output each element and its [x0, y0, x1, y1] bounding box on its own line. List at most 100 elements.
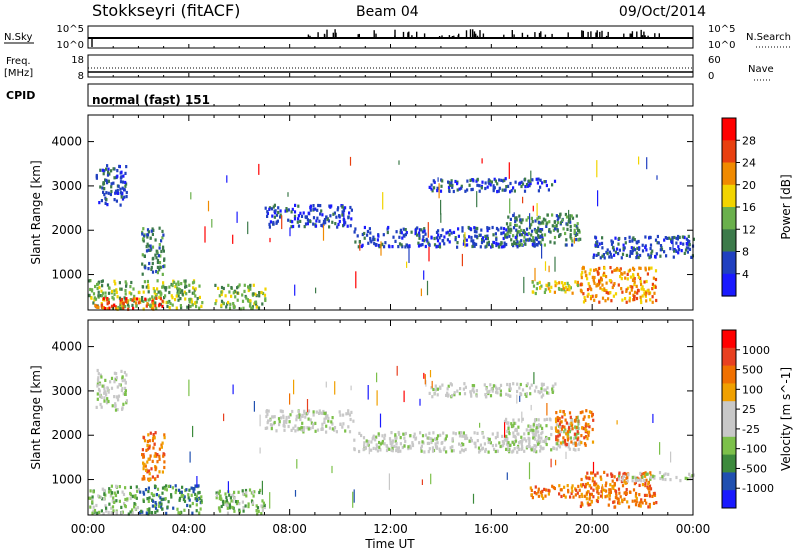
data-cell: [470, 188, 473, 192]
data-cell: [587, 415, 591, 419]
data-cell: [588, 425, 591, 429]
data-cell: [261, 499, 264, 503]
data-cell: [638, 266, 641, 270]
data-cell: [185, 488, 188, 492]
data-cell: [309, 418, 312, 422]
data-cell: [150, 511, 154, 515]
data-cell: [363, 441, 366, 445]
data-cell: [104, 295, 107, 299]
data-cell: [543, 233, 547, 237]
data-cell: [482, 239, 485, 243]
data-cell: [431, 449, 435, 453]
data-cell: [681, 235, 684, 239]
data-cell: [187, 493, 190, 497]
data-cell: [517, 425, 520, 429]
data-cell: [450, 181, 453, 185]
data-cell: [552, 486, 555, 490]
data-cell: [478, 184, 481, 188]
noise-mark: [380, 241, 382, 256]
data-cell: [107, 179, 110, 183]
data-cell: [526, 445, 529, 449]
data-cell: [159, 496, 162, 500]
data-cell: [88, 279, 91, 283]
data-cell: [97, 290, 100, 294]
data-cell: [221, 499, 225, 503]
data-cell: [553, 224, 556, 228]
data-cell: [652, 501, 656, 505]
data-cell: [148, 446, 151, 450]
data-cell: [470, 439, 473, 443]
data-cell: [299, 416, 302, 420]
data-cell: [107, 170, 110, 174]
data-cell: [152, 446, 155, 450]
data-cell: [101, 497, 104, 501]
data-cell: [547, 492, 550, 496]
data-cell: [626, 277, 629, 281]
data-cell: [414, 228, 417, 232]
data-cell: [568, 430, 571, 434]
data-cell: [403, 436, 406, 440]
data-cell: [336, 208, 339, 212]
data-cell: [624, 297, 627, 301]
data-cell: [247, 286, 250, 290]
data-cell: [155, 269, 158, 274]
data-cell: [180, 282, 183, 286]
data-cell: [112, 509, 115, 513]
data-cell: [107, 291, 111, 295]
data-cell: [282, 414, 285, 418]
data-cell: [460, 431, 463, 435]
data-cell: [362, 448, 365, 452]
data-cell: [453, 391, 456, 395]
data-cell: [531, 220, 534, 224]
data-cell: [245, 494, 248, 498]
data-cell: [283, 419, 286, 423]
data-cell: [103, 387, 106, 391]
data-cell: [582, 300, 586, 304]
data-cell: [185, 292, 188, 296]
data-cell: [104, 201, 107, 205]
data-cell: [171, 486, 174, 490]
data-cell: [174, 484, 177, 488]
colorbar-segment: [722, 118, 736, 141]
data-cell: [610, 255, 613, 259]
data-cell: [120, 505, 123, 509]
data-cell: [534, 236, 537, 240]
data-cell: [601, 254, 604, 258]
colorbar-segment: [722, 184, 736, 208]
data-cell: [129, 298, 132, 302]
data-cell: [327, 419, 330, 423]
data-cell: [623, 497, 626, 501]
data-cell: [497, 189, 500, 193]
data-cell: [109, 489, 112, 493]
data-cell: [113, 176, 116, 180]
data-cell: [108, 502, 111, 506]
data-cell: [149, 454, 152, 458]
data-cell: [458, 431, 461, 435]
data-cell: [635, 491, 638, 496]
data-cell: [160, 249, 163, 254]
data-cell: [200, 495, 203, 499]
data-cell: [169, 484, 172, 488]
data-cell: [146, 439, 149, 444]
data-cell: [555, 435, 558, 439]
data-cell: [120, 175, 123, 179]
data-cell: [325, 430, 328, 434]
data-cell: [279, 416, 283, 420]
data-cell: [593, 480, 596, 484]
data-cell: [321, 213, 324, 217]
data-cell: [618, 472, 621, 476]
data-cell: [506, 421, 509, 425]
data-cell: [338, 219, 341, 224]
data-cell: [179, 304, 182, 308]
noise-mark: [479, 422, 481, 428]
data-cell: [577, 238, 580, 242]
nave-tick-top: 60: [708, 55, 721, 66]
y-tick-label: 2000: [51, 223, 82, 237]
data-cell: [564, 428, 567, 432]
data-cell: [312, 207, 315, 211]
data-cell: [149, 477, 152, 481]
noise-mark: [481, 158, 483, 164]
data-cell: [191, 281, 195, 285]
data-cell: [692, 473, 695, 477]
data-cell: [319, 204, 322, 208]
